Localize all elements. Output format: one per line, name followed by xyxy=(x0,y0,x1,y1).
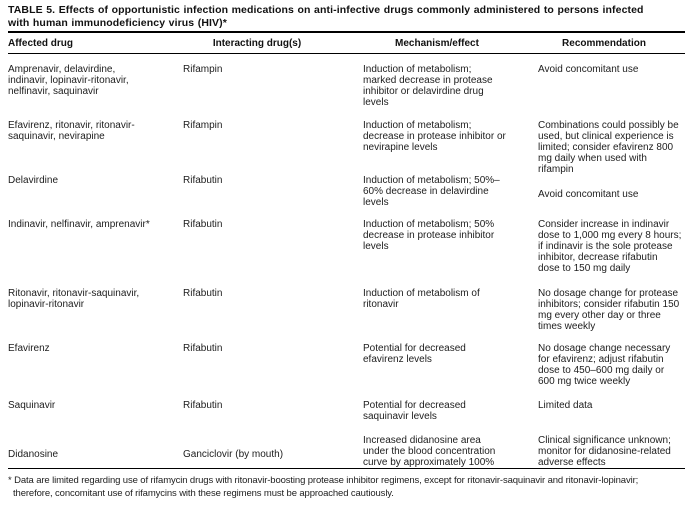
affected-drug-cell: Efavirenz xyxy=(8,342,50,354)
interacting-drug-cell: Rifampin xyxy=(183,119,223,131)
mechanism-cell: Potential for decreased efavirenz levels xyxy=(363,342,466,365)
table-title: TABLE 5. Effects of opportunistic infect… xyxy=(8,4,685,33)
interacting-drug-cell: Rifabutin xyxy=(183,287,223,299)
interacting-drug-cell: Rifabutin xyxy=(183,399,223,411)
recommendation-cell: Combinations could possibly be used, but… xyxy=(538,119,679,175)
row-spacer xyxy=(8,54,685,64)
header-row: Affected drug Interacting drug(s) Mechan… xyxy=(8,33,685,54)
affected-drug-cell: Ritonavir, ritonavir-saquinavir, lopinav… xyxy=(8,287,140,310)
mechanism-cell: Induction of metabolism; 50%– 60% decrea… xyxy=(363,174,500,208)
table-row: Efavirenz, ritonavir, ritonavir- saquina… xyxy=(8,120,685,175)
recommendation-cell: Avoid concomitant use xyxy=(538,63,639,75)
recommendation-cell: No dosage change necessary for efavirenz… xyxy=(538,342,671,387)
table-row: Amprenavir, delavirdine, indinavir, lopi… xyxy=(8,64,685,120)
affected-drug-cell: Amprenavir, delavirdine, indinavir, lopi… xyxy=(8,63,129,97)
affected-drug-cell: Efavirenz, ritonavir, ritonavir- saquina… xyxy=(8,119,135,142)
mechanism-cell: Induction of metabolism; decrease in pro… xyxy=(363,119,506,153)
table-row: Delavirdine Rifabutin Induction of metab… xyxy=(8,175,685,219)
interacting-drug-cell: Rifabutin xyxy=(183,218,223,230)
table-row: Ritonavir, ritonavir-saquinavir, lopinav… xyxy=(8,288,685,343)
column-header-recommendation: Recommendation xyxy=(538,33,685,54)
mechanism-cell: Potential for decreased saquinavir level… xyxy=(363,399,466,422)
interacting-drug-cell: Rifampin xyxy=(183,63,223,75)
mechanism-cell: Induction of metabolism of ritonavir xyxy=(363,287,480,310)
interacting-drug-cell: Rifabutin xyxy=(183,342,223,354)
table-row: Saquinavir Rifabutin Potential for decre… xyxy=(8,400,685,435)
affected-drug-cell: Delavirdine xyxy=(8,174,59,186)
table-body: Amprenavir, delavirdine, indinavir, lopi… xyxy=(8,54,685,469)
recommendation-cell: No dosage change for protease inhibitors… xyxy=(538,287,680,332)
recommendation-cell: Avoid concomitant use xyxy=(538,188,639,200)
interacting-drug-cell: Rifabutin xyxy=(183,174,223,186)
table-footnote: * Data are limited regarding use of rifa… xyxy=(8,474,639,499)
recommendation-cell: Limited data xyxy=(538,399,593,411)
affected-drug-cell: Saquinavir xyxy=(8,399,56,411)
mechanism-cell: Induction of metabolism; marked decrease… xyxy=(363,63,493,108)
table-row: Indinavir, nelfinavir, amprenavir* Rifab… xyxy=(8,219,685,288)
table-header: Affected drug Interacting drug(s) Mechan… xyxy=(8,33,685,54)
affected-drug-cell: Didanosine xyxy=(8,434,183,469)
affected-drug-cell: Indinavir, nelfinavir, amprenavir* xyxy=(8,218,150,230)
mechanism-cell: Induction of metabolism; 50% decrease in… xyxy=(363,218,495,252)
interacting-drug-cell: Ganciclovir (by mouth) xyxy=(183,434,363,469)
column-header-interacting-drug: Interacting drug(s) xyxy=(183,33,363,54)
column-header-mechanism-effect: Mechanism/effect xyxy=(363,33,538,54)
table-row: Efavirenz Rifabutin Potential for decrea… xyxy=(8,343,685,400)
mechanism-cell: Increased didanosine area under the bloo… xyxy=(363,434,538,469)
recommendation-cell: Clinical significance unknown; monitor f… xyxy=(538,434,685,469)
table-row: Didanosine Ganciclovir (by mouth) Increa… xyxy=(8,434,685,469)
column-header-affected-drug: Affected drug xyxy=(8,33,183,54)
drug-interactions-table: Affected drug Interacting drug(s) Mechan… xyxy=(8,33,685,469)
recommendation-cell: Consider increase in indinavir dose to 1… xyxy=(538,218,682,274)
